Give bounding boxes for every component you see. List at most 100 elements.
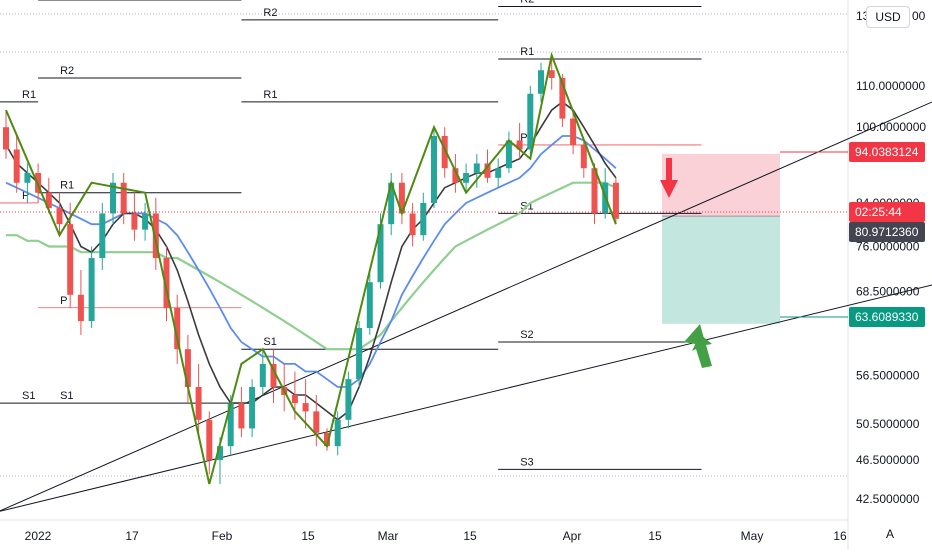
candle-body: [99, 213, 106, 259]
candle: [77, 269, 84, 335]
candle-body: [110, 182, 116, 214]
pivot-label-s1: S1: [22, 390, 35, 402]
candle: [152, 197, 159, 270]
candle-body: [77, 294, 84, 322]
down-arrow-icon: [660, 158, 678, 198]
candle: [45, 177, 52, 214]
candle-body: [131, 213, 138, 230]
pivot-levels: R1PS1R3R2R1PS1R2R1S1R2R1PS1S2S3: [0, 0, 702, 470]
candle-body: [88, 258, 95, 322]
time-tick-label: May: [741, 529, 764, 543]
pivot-label-p: P: [60, 295, 67, 307]
candle: [505, 131, 512, 173]
last-price-badge-bg: [849, 222, 925, 242]
candle: [580, 140, 587, 178]
time-tick-label: 2022: [25, 529, 52, 543]
candle-body: [377, 224, 384, 283]
time-tick-label: 15: [648, 529, 662, 543]
candle: [174, 294, 181, 364]
candle: [441, 127, 448, 178]
candle-body: [463, 172, 470, 183]
candle-body: [56, 208, 63, 225]
candle-body: [227, 403, 234, 447]
zigzag: [5, 51, 617, 485]
candle: [120, 172, 127, 225]
candle: [452, 154, 459, 193]
candle-body: [345, 379, 352, 420]
pivot-label-r1: R1: [60, 180, 74, 192]
candle-body: [3, 127, 9, 150]
candle: [195, 363, 202, 438]
candle-body: [356, 327, 363, 380]
candle-body: [420, 202, 427, 236]
candle-body: [174, 307, 181, 350]
candle: [420, 192, 427, 241]
candle-body: [366, 282, 373, 328]
candle-body: [548, 70, 555, 78]
candle-body: [142, 213, 149, 230]
candle-body: [409, 213, 416, 236]
target-price-badge: 63.6089330: [849, 307, 925, 327]
candle: [334, 411, 341, 456]
trendline-2: [0, 284, 932, 512]
trendline-1: [0, 101, 932, 512]
candle-body: [238, 403, 245, 429]
arrows: [660, 158, 712, 368]
candle-body: [580, 144, 587, 169]
candle-body: [527, 93, 534, 150]
candle-body: [184, 349, 191, 388]
candle: [516, 122, 523, 159]
candle-body: [67, 224, 74, 295]
candle-body: [452, 168, 459, 183]
pivot-label-r2: R2: [520, 0, 534, 6]
stop-price-badge: 94.0383124: [849, 142, 925, 162]
candle: [99, 202, 106, 270]
ma-fast-line: [5, 100, 617, 421]
price-axis: 110.0000000100.000000084.000000076.00000…: [856, 9, 926, 506]
down-arrow-shaft: [666, 158, 672, 180]
stop-price-badge-bg: [849, 142, 925, 162]
pivot-label-s3: S3: [520, 456, 533, 468]
candle-body: [13, 149, 20, 183]
candle-body: [302, 403, 309, 412]
candle: [259, 349, 266, 395]
candle: [24, 163, 31, 203]
candle: [366, 269, 373, 335]
candle-body: [120, 182, 127, 214]
candle-body: [24, 172, 31, 183]
candle-body: [505, 140, 512, 169]
time-tick-label: 15: [301, 529, 315, 543]
candle: [238, 387, 245, 438]
candle-body: [388, 182, 395, 225]
pivot-label-s2: S2: [520, 329, 533, 341]
take-profit-zone: [662, 216, 780, 324]
countdown-badge: 02:25:44: [849, 202, 925, 222]
candle: [527, 85, 534, 155]
pivot-label-p: P: [520, 132, 527, 144]
countdown-badge-text: 02:25:44: [855, 205, 902, 219]
candle: [67, 202, 74, 308]
candle-body: [313, 411, 320, 433]
auto-scale-button[interactable]: A: [885, 527, 894, 541]
countdown-badge-bg: [849, 202, 925, 222]
candle: [570, 110, 577, 155]
candle-body: [559, 77, 566, 119]
pivot-label-s1: S1: [263, 336, 276, 348]
time-tick-label: Feb: [212, 529, 233, 543]
currency-selector[interactable]: USD: [866, 6, 910, 28]
price-tick-label: 68.5000000: [856, 285, 920, 299]
trendlines: [0, 101, 932, 512]
last-price-badge-text: 80.9712360: [855, 225, 919, 239]
candle-body: [217, 446, 223, 460]
candle-body: [45, 192, 52, 209]
candle-body: [324, 432, 330, 447]
candle-body: [484, 163, 491, 178]
candles: [3, 55, 619, 484]
candle-body: [473, 163, 480, 173]
pivot-label-r1: R1: [263, 89, 277, 101]
pivot-label-r2: R2: [60, 65, 74, 77]
candle: [548, 55, 555, 90]
candle: [431, 127, 437, 209]
